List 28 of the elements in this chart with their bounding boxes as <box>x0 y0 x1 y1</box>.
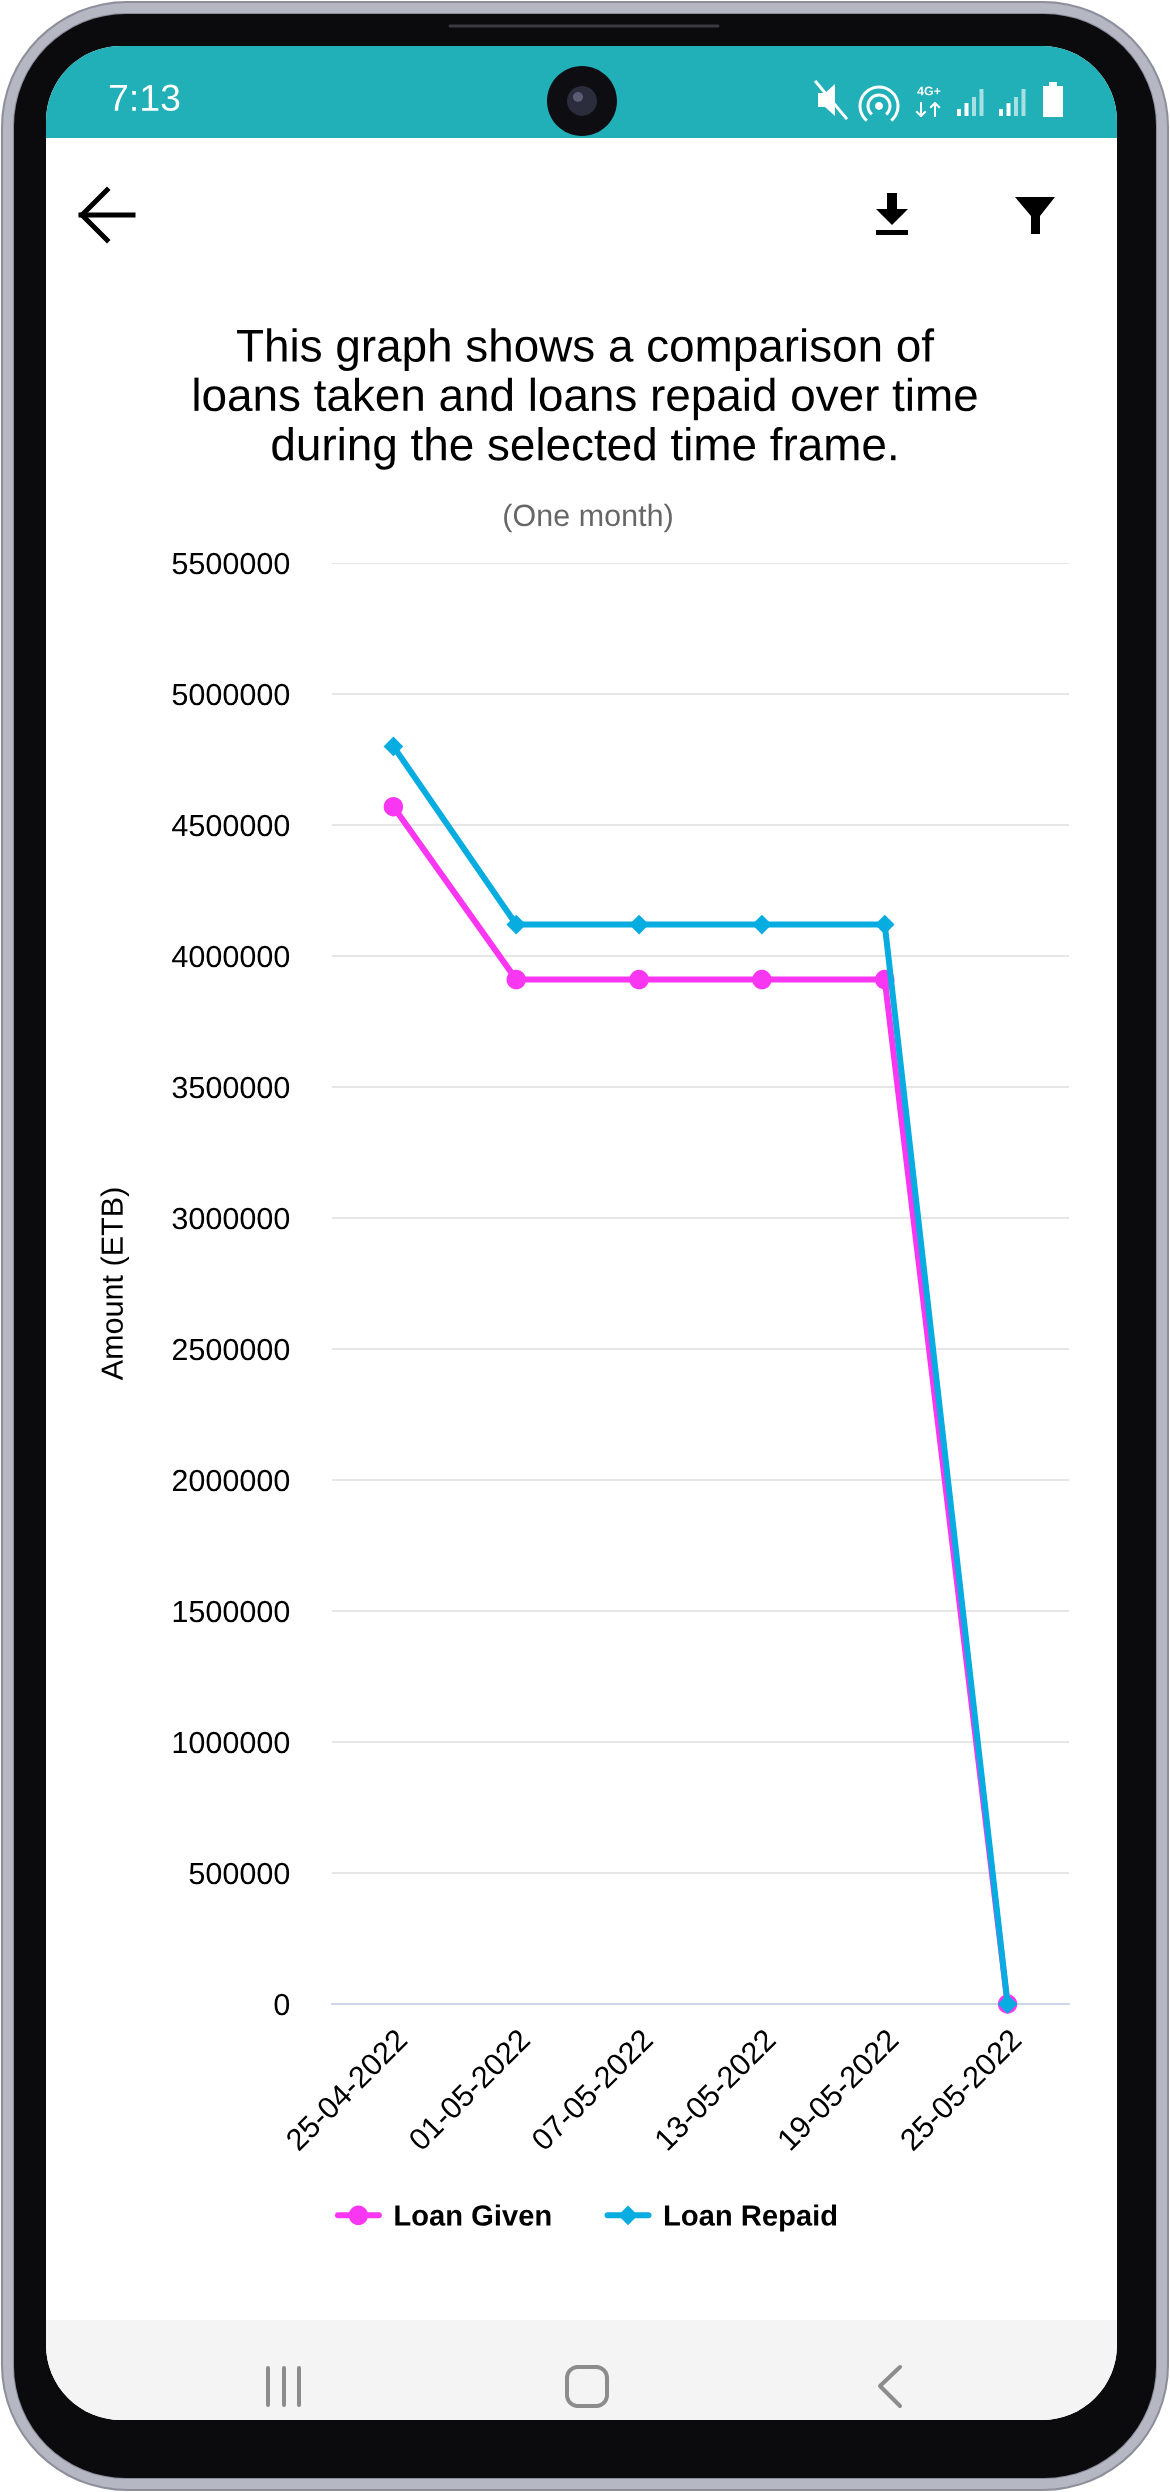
chart-title: This graph shows a comparison of loans taken and loans repaid over time during the selected time frame. <box>194 328 977 470</box>
legend-label: Loan Repaid <box>664 2204 837 2232</box>
y-tick-label: 1000000 <box>173 1731 290 1754</box>
point <box>752 914 772 935</box>
y-axis-title: Amount (ETB) <box>100 1188 129 1381</box>
y-tick-label: 5500000 <box>172 552 290 575</box>
legend-label: Loan Given <box>395 2204 551 2226</box>
y-tick-label: 3000000 <box>172 1207 290 1230</box>
point <box>506 914 527 935</box>
point <box>383 736 404 757</box>
y-tick-label: 4500000 <box>172 814 290 837</box>
y-tick-label: 4000000 <box>172 945 290 968</box>
y-tick-label: 2000000 <box>172 1469 290 1492</box>
point <box>874 914 895 935</box>
chart-subtitle: (One month) <box>504 503 672 533</box>
y-tick-label: 1500000 <box>173 1600 290 1623</box>
y-tick-label: 500000 <box>189 1862 290 1885</box>
text: 4G+ <box>917 86 941 96</box>
point <box>752 969 772 990</box>
y-tick-label: 0 <box>274 1993 290 2016</box>
point <box>629 969 649 990</box>
y-tick-label: 3500000 <box>172 1076 290 1099</box>
y-tick-label: 2500000 <box>172 1338 290 1361</box>
point <box>629 914 649 935</box>
text: 7:13 <box>109 84 180 112</box>
point <box>506 969 526 990</box>
point <box>383 796 404 817</box>
y-tick-label: 5000000 <box>172 683 290 706</box>
